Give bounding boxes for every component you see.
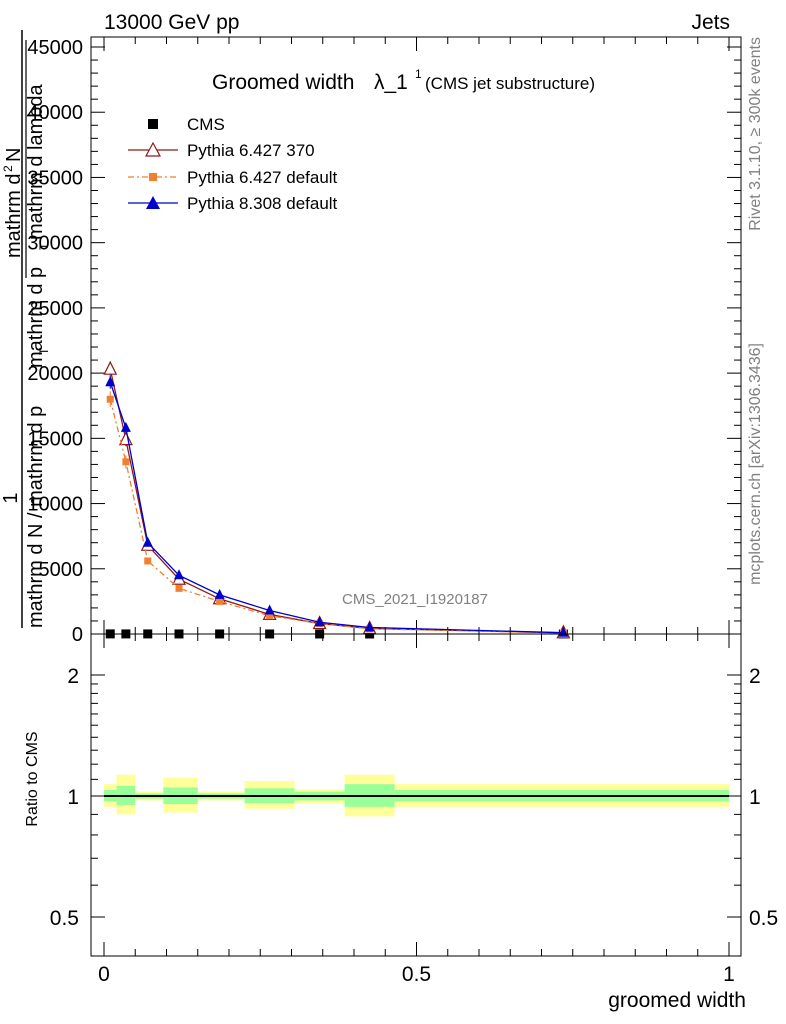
main-ytick-label: 40000 xyxy=(27,102,83,124)
main-ytick-label: 10000 xyxy=(27,494,83,516)
point-pythia-6-427-default xyxy=(175,584,183,592)
ratio-xlabel: groomed width xyxy=(608,989,746,1012)
legend-py6-default-label: Pythia 6.427 default xyxy=(187,168,338,187)
rivet-version-label: Rivet 3.1.10, ≥ 300k events xyxy=(747,37,764,231)
main-ytick-label: 30000 xyxy=(27,233,83,255)
point-pythia-6-427-default xyxy=(216,597,224,605)
chart-title-lambda: λ_1 xyxy=(374,71,408,94)
ylabel-numerator: mathrm d xyxy=(3,174,25,258)
chart-title-superscript: 1 xyxy=(415,67,422,81)
main-ytick-label: 5000 xyxy=(39,559,84,581)
legend-py8-label: Pythia 8.308 default xyxy=(187,194,338,213)
ratio-ytick-label-left: 1 xyxy=(67,786,79,809)
main-plot-panel: 0 5000 10000 15000 20000 25000 30000 35000 40000… xyxy=(0,30,742,646)
ratio-bands xyxy=(104,774,729,817)
main-ytick-label: 25000 xyxy=(27,298,83,320)
ylabel-denominator-subscript: T xyxy=(37,242,51,250)
point-pythia-8-308-default xyxy=(142,536,153,547)
legend: CMS Pythia 6.427 370 Pythia 6.427 defaul… xyxy=(128,115,338,213)
series-line-pythia-6-427-default xyxy=(109,399,564,634)
legend-py6-370-label: Pythia 6.427 370 xyxy=(187,141,315,160)
ratio-ylabel: Ratio to CMS xyxy=(24,731,41,826)
point-pythia-6-427-default xyxy=(106,395,114,403)
legend-cms-marker xyxy=(148,119,158,129)
ylabel-bottom-subscript: T xyxy=(37,347,51,355)
legend-cms-label: CMS xyxy=(187,115,225,134)
ratio-xtick-label: 0.5 xyxy=(402,963,431,986)
main-ytick-label: 15000 xyxy=(27,428,83,450)
series-line-pythia-6-427-370 xyxy=(109,369,564,634)
analysis-watermark: CMS_2021_I1920187 xyxy=(342,591,488,608)
ratio-ytick-label-right: 2 xyxy=(749,665,761,688)
point-pythia-8-308-default xyxy=(214,588,225,599)
point-pythia-6-427-370 xyxy=(103,360,118,375)
series-line-pythia-8-308-default xyxy=(109,382,564,634)
legend-py6-default-marker xyxy=(149,173,157,181)
ratio-plot-panel: 0.5 0.5 1 1 2 2 0 0.5 1 Ratio to CMS groomed wid… xyxy=(24,633,778,1012)
point-pythia-8-308-default xyxy=(264,604,275,615)
ratio-axes: 0.5 0.5 1 1 2 2 0 0.5 1 xyxy=(50,633,778,986)
point-pythia-8-308-default xyxy=(174,569,184,580)
point-pythia-6-427-default xyxy=(144,557,152,565)
ratio-ytick-label-left: 2 xyxy=(67,665,79,688)
main-axes: 0 5000 10000 15000 20000 25000 30000 35000 40000… xyxy=(27,36,742,646)
point-pythia-6-427-default xyxy=(266,612,274,620)
ratio-ytick-label-right: 0.5 xyxy=(749,907,778,930)
ylabel-bottom: mathrm d N / mathrm d p xyxy=(25,406,47,628)
main-series-group xyxy=(103,360,571,639)
main-ytick-label: 0 xyxy=(72,624,83,646)
point-pythia-6-427-default xyxy=(122,458,130,466)
ylabel-denominator-end: mathrm d lambda xyxy=(25,84,47,240)
main-ytick-label: 20000 xyxy=(27,363,83,385)
ylabel-denominator: mathrm d p xyxy=(25,267,47,368)
ratio-xtick-label: 0 xyxy=(98,963,110,986)
ylabel-one: 1 xyxy=(0,492,22,503)
chart-title-main: Groomed width xyxy=(212,71,354,94)
ratio-xtick-label: 1 xyxy=(723,963,735,986)
point-pythia-8-308-default xyxy=(120,421,131,432)
mcplots-label: mcplots.cern.ch [arXiv:1306.3436] xyxy=(747,343,764,585)
legend-py8-marker xyxy=(146,196,160,209)
header-right-label: Jets xyxy=(691,11,730,34)
legend-py6-370-marker xyxy=(144,141,162,157)
ratio-ytick-label-left: 0.5 xyxy=(50,907,79,930)
ylabel-numerator-end: N xyxy=(3,148,25,162)
point-pythia-8-308-default xyxy=(314,616,325,627)
chart-title-note: (CMS jet substructure) xyxy=(425,74,595,93)
point-pythia-8-308-default xyxy=(364,621,375,632)
header-left-label: 13000 GeV pp xyxy=(104,11,239,34)
main-ylabel: 1 mathrm d N / mathrm d p T mathrm d 2 N… xyxy=(0,30,51,628)
point-pythia-8-308-default xyxy=(105,376,116,387)
main-ytick-label: 45000 xyxy=(27,37,83,59)
ratio-ytick-label-right: 1 xyxy=(749,786,761,809)
ylabel-numerator-superscript: 2 xyxy=(1,165,15,172)
main-ytick-label: 35000 xyxy=(27,167,83,189)
